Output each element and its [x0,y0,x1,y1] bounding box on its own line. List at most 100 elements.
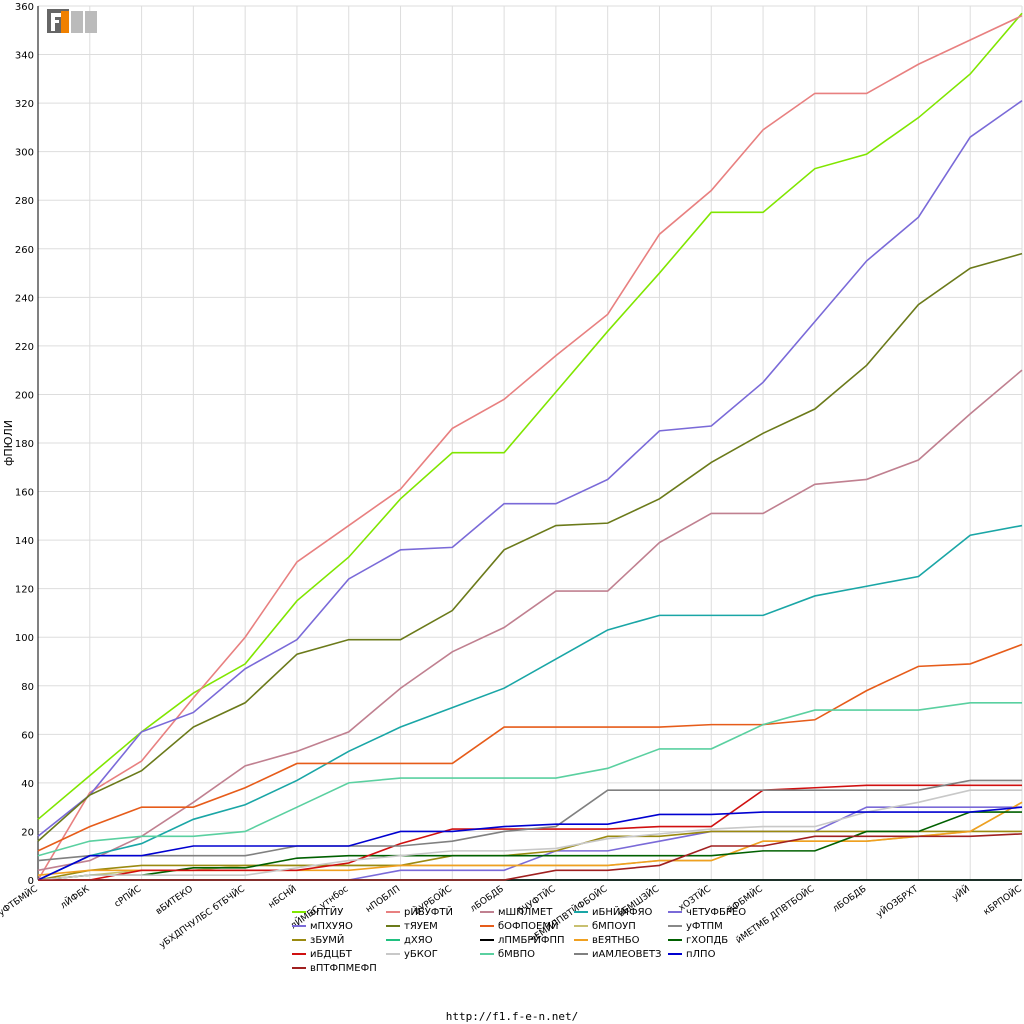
legend-item: оПТЙУ [292,906,343,920]
y-tick-label: 0 [28,876,34,887]
f1-fen-logo-icon [47,9,97,33]
legend-item: бМВПО [480,948,535,962]
legend-swatch [668,953,682,955]
y-tick-label: 280 [15,196,34,207]
x-tick-label: лЙФБК [58,882,92,911]
series-line [38,833,1023,881]
legend-swatch [574,939,588,941]
y-tick-label: 360 [15,2,34,13]
legend-swatch [292,953,306,955]
legend-label: чЕТУФБРЕО [686,907,747,918]
legend-item: мШПЛМЕТ [480,906,552,920]
legend-label: вЕЯТНБО [592,935,640,946]
legend-item: лПМБРЙФПП [480,934,565,948]
legend-label: иБДЦБТ [310,949,352,960]
series-line [37,643,1023,852]
y-tick-label: 100 [15,633,34,644]
legend-label: бМПОУП [592,921,636,932]
legend-item: мПХУЯО [292,920,353,934]
y-tick-label: 120 [15,585,34,596]
series-line [37,811,1022,881]
legend-item: дХЯО [386,934,433,948]
legend-swatch [292,911,306,913]
y-axis-label: фПЮЛИ [2,420,15,466]
series-line [37,789,1022,881]
series-line [37,252,1023,842]
series-line [37,100,1023,837]
legend-label: уФТПМ [686,921,723,932]
legend-item: бМПОУП [574,920,636,934]
legend-swatch [386,939,400,941]
legend-swatch [292,939,306,941]
legend-swatch [386,925,400,927]
legend-label: лПМБРЙФПП [498,935,565,946]
legend-label: уБКОГ [404,949,438,960]
y-tick-label: 180 [15,439,34,450]
series-line [37,701,1022,857]
legend-label: пЛПО [686,949,716,960]
x-tick-label: вБИТЕКО [154,884,195,917]
legend-item: вПТФПМЕФП [292,962,377,976]
legend-swatch [480,953,494,955]
legend-swatch [574,925,588,927]
series-line [37,830,1022,881]
series-line [37,12,1023,820]
legend-swatch [668,939,682,941]
legend-label: иАМЛЕОВЕТЗ [592,949,662,960]
legend-label: зБУМЙ [310,935,345,946]
series-line [37,806,1023,881]
footer-url[interactable]: http://f1.f-e-n.net/ [445,1010,579,1023]
legend-item: чЕТУФБРЕО [668,906,746,920]
x-tick-label: кБРПОЙС [981,883,1024,918]
legend-label: гХОПДБ [686,935,729,946]
legend-swatch [386,911,400,913]
legend-swatch [292,967,306,969]
y-tick-label: 220 [15,342,34,353]
legend-label: оПТЙУ [310,907,344,918]
legend-item: тЯУЕМ [386,920,438,934]
legend-item: уБКОГ [386,948,438,962]
legend-item: пЛПО [668,948,715,962]
y-tick-label: 80 [21,682,34,693]
x-tick-label: лБОБДБ [831,884,868,914]
legend-swatch [386,953,400,955]
legend-label: тЯУЕМ [404,921,438,932]
y-tick-label: 160 [15,488,34,499]
legend-swatch [574,953,588,955]
y-tick-label: 40 [21,779,34,790]
legend-item: рЙБУФТЙ [386,906,453,920]
logo [47,7,99,35]
legend-label: мШПЛМЕТ [498,907,553,918]
legend-label: бОФПОЕМЙ [498,921,559,932]
x-tick-label: уБХДПЧУЛБС бТБЧЙС [157,883,247,951]
x-tick-label: уЙЙ [950,883,972,904]
legend-item: зБУМЙ [292,934,344,948]
legend-swatch [480,939,494,941]
series-line [37,524,1023,881]
series-line [37,801,1023,876]
y-tick-label: 300 [15,148,34,159]
legend-label: вПТФПМЕФП [310,963,377,974]
legend-item: бОФПОЕМЙ [480,920,558,934]
x-tick-label: уФТБМЙС [0,883,40,919]
legend-swatch [668,911,682,913]
legend-label: иБНЙМФЯО [592,907,653,918]
y-tick-label: 240 [15,293,34,304]
x-tick-label: сРПЙС [112,883,144,910]
legend-item: иАМЛЕОВЕТЗ [574,948,661,962]
y-tick-label: 340 [15,51,34,62]
x-tick-label: уЙОЗБРХТ [874,882,921,920]
legend-item: гХОПДБ [668,934,728,948]
legend-swatch [480,911,494,913]
y-tick-label: 200 [15,390,34,401]
series-line [37,14,1023,881]
legend-swatch [480,925,494,927]
legend-label: бМВПО [498,949,536,960]
legend-label: мПХУЯО [310,921,353,932]
y-tick-label: 60 [21,730,34,741]
series-line [37,369,1023,872]
legend-item: уФТПМ [668,920,723,934]
y-tick-label: 20 [21,827,34,838]
legend-label: рЙБУФТЙ [404,907,453,918]
